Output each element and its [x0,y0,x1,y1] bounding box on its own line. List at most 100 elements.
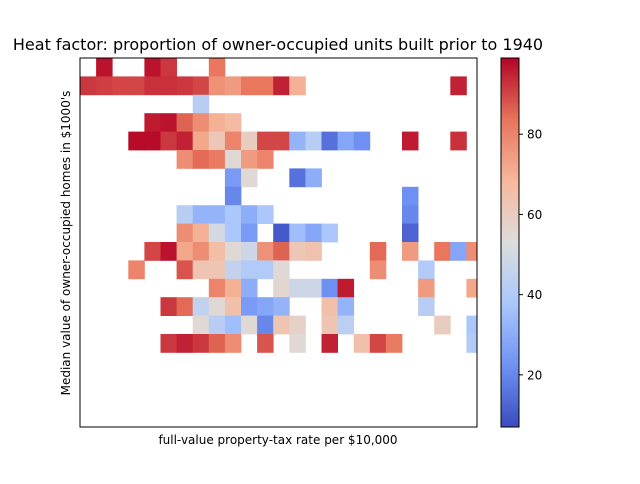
heatmap-cell [418,278,435,298]
heatmap-cell [257,76,274,96]
heatmap-cell [369,242,387,261]
heatmap-cell [144,76,161,96]
heatmap-cell [192,131,210,151]
heatmap-cell [208,113,226,132]
heatmap-cell [192,315,210,335]
heatmap-cell [337,297,355,316]
colorbar-tick-label: 80 [527,128,542,142]
heatmap-cell [192,297,210,316]
heatmap-cell [208,315,226,335]
heatmap-cell [337,315,355,335]
heatmap-cell [176,150,194,169]
heatmap-cell [402,223,419,243]
heatmap-cell [160,297,177,316]
heatmap-cell [257,260,274,280]
heatmap-cell [257,131,274,151]
heatmap-cell [321,315,338,335]
heatmap-cell [224,315,242,335]
heatmap-cell [160,242,177,261]
heatmap-cell [176,297,194,316]
heatmap-cell [224,223,242,243]
heatmap-cell [289,315,306,335]
heatmap-cell [208,76,226,96]
heatmap-cell [192,260,210,280]
heatmap-cell [241,297,258,316]
heatmap-cell [450,76,467,96]
heatmap-cell [369,260,387,280]
heatmap-cell [176,113,194,132]
heatmap-cell [466,242,478,261]
heatmap-cell [273,315,290,335]
heatmap-cell [257,297,274,316]
heatmap-cell [208,334,226,353]
heatmap-cell [273,278,290,298]
heatmap-cell [192,205,210,224]
heatmap-cell [418,297,435,316]
heatmap-cell [385,334,403,353]
heatmap-cell [160,113,177,132]
chart-title: Heat factor: proportion of owner-occupie… [13,35,543,54]
heatmap-cell [466,334,478,353]
heatmap-cell [96,76,113,96]
heatmap-cell [289,168,306,188]
heatmap-cell [273,76,290,96]
heatmap-cell [434,242,451,261]
heatmap-cell [176,131,194,151]
plot-frame [79,57,478,428]
heatmap-cell [337,131,355,151]
heatmap-cell [241,131,258,151]
heatmap-cell [321,334,338,353]
x-axis-label: full-value property-tax rate per $10,000 [158,433,397,447]
colorbar-ticks: 20 40 60 80 [519,128,542,382]
heatmap-cell [321,297,338,316]
heatmap-cell [241,260,258,280]
heatmap-cell [224,260,242,280]
heatmap-cell [273,131,290,151]
heatmap-cell [192,150,210,169]
heatmap-cell [305,223,322,243]
heatmap-cell [176,76,194,96]
heatmap-cell [144,58,161,77]
heatmap-cell [208,260,226,280]
heatmap-cell [224,113,242,132]
heatmap-cell [305,131,322,151]
heatmap-cell [160,131,177,151]
heatmap-cell [176,260,194,280]
heatmap-cell [192,223,210,243]
heatmap-cell [402,242,419,261]
heatmap-cell [224,242,242,261]
heatmap-cell [273,242,290,261]
heatmap-cell [160,58,177,77]
colorbar-gradient [500,57,520,428]
colorbar-tick-label: 60 [527,208,542,222]
heatmap-cell [224,168,242,188]
heatmap-cell [208,242,226,261]
heatmap-cell [450,131,467,151]
heatmap-cell [160,334,177,353]
heatmap-cell [305,168,322,188]
heatmap-cells [80,58,478,353]
heatmap-cell [466,315,478,335]
heatmap-cell [273,260,290,280]
heatmap-cell [224,278,242,298]
heatmap-cell [144,242,161,261]
heatmap-cell [402,186,419,206]
heatmap-cell [353,131,371,151]
heatmap-cell [208,205,226,224]
heatmap-cell [128,260,145,280]
heatmap-cell [208,131,226,151]
heatmap-cell [128,131,145,151]
heatmap-cell [208,278,226,298]
heatmap-cell [466,278,478,298]
heatmap-cell [144,113,161,132]
heatmap-cell [144,131,161,151]
heatmap-cell [289,131,306,151]
y-axis-label: Median value of owner-occupied homes in … [59,91,73,396]
heatmap-cell [305,242,322,261]
heatmap-cell [289,278,306,298]
heatmap-cell [289,334,306,353]
heatmap-cell [241,150,258,169]
colorbar-tick-label: 20 [527,368,542,382]
